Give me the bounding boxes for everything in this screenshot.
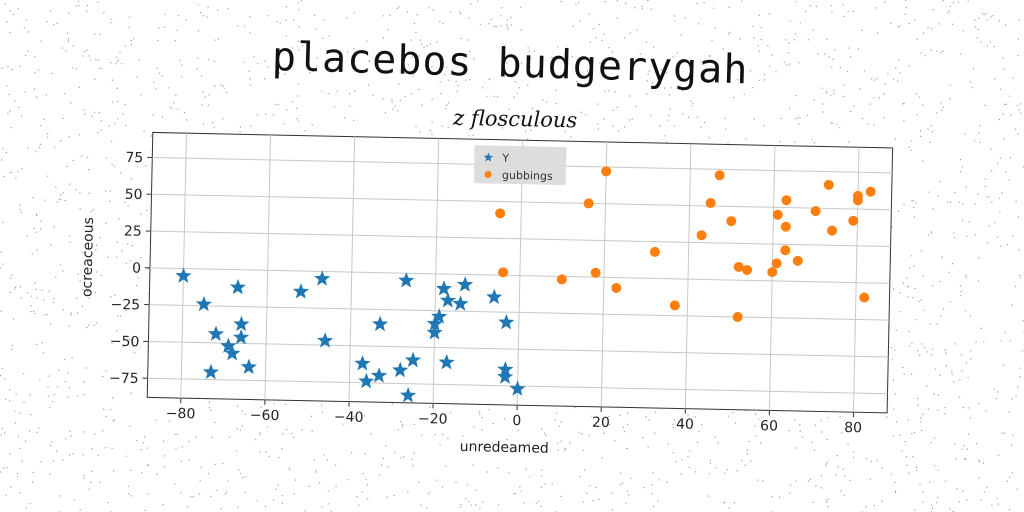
y-tick-label: −75	[109, 370, 139, 387]
x-tick-label: −40	[334, 409, 364, 426]
chart-root: −80 −60 −40 −20 0 20 40 60 80 −75 −50 −25 0 25 50 75 z …	[76, 98, 893, 464]
x-tick-label: 60	[760, 418, 778, 434]
x-tick-label: −20	[418, 411, 448, 428]
y-tick-label: 75	[125, 150, 143, 166]
y-tick-label: 50	[124, 187, 142, 203]
x-tick-label: 0	[512, 413, 521, 429]
x-tick-label: 20	[592, 415, 610, 431]
legend-label: gubbings	[502, 169, 553, 183]
y-tick-label: 25	[124, 224, 142, 240]
x-axis-label: unredeamed	[460, 439, 549, 457]
y-tick-label: −25	[110, 297, 140, 314]
x-tick-label: −80	[166, 406, 196, 423]
chart-title: z flosculous	[452, 106, 578, 133]
x-tick-label: −60	[250, 408, 280, 425]
x-tick-label: 80	[844, 420, 862, 436]
y-tick-label: 0	[132, 260, 141, 276]
y-tick-label: −50	[110, 334, 140, 351]
legend-label: Y	[501, 152, 509, 165]
y-axis-label: ocreaceous	[79, 217, 97, 297]
x-tick-label: 40	[676, 416, 694, 432]
